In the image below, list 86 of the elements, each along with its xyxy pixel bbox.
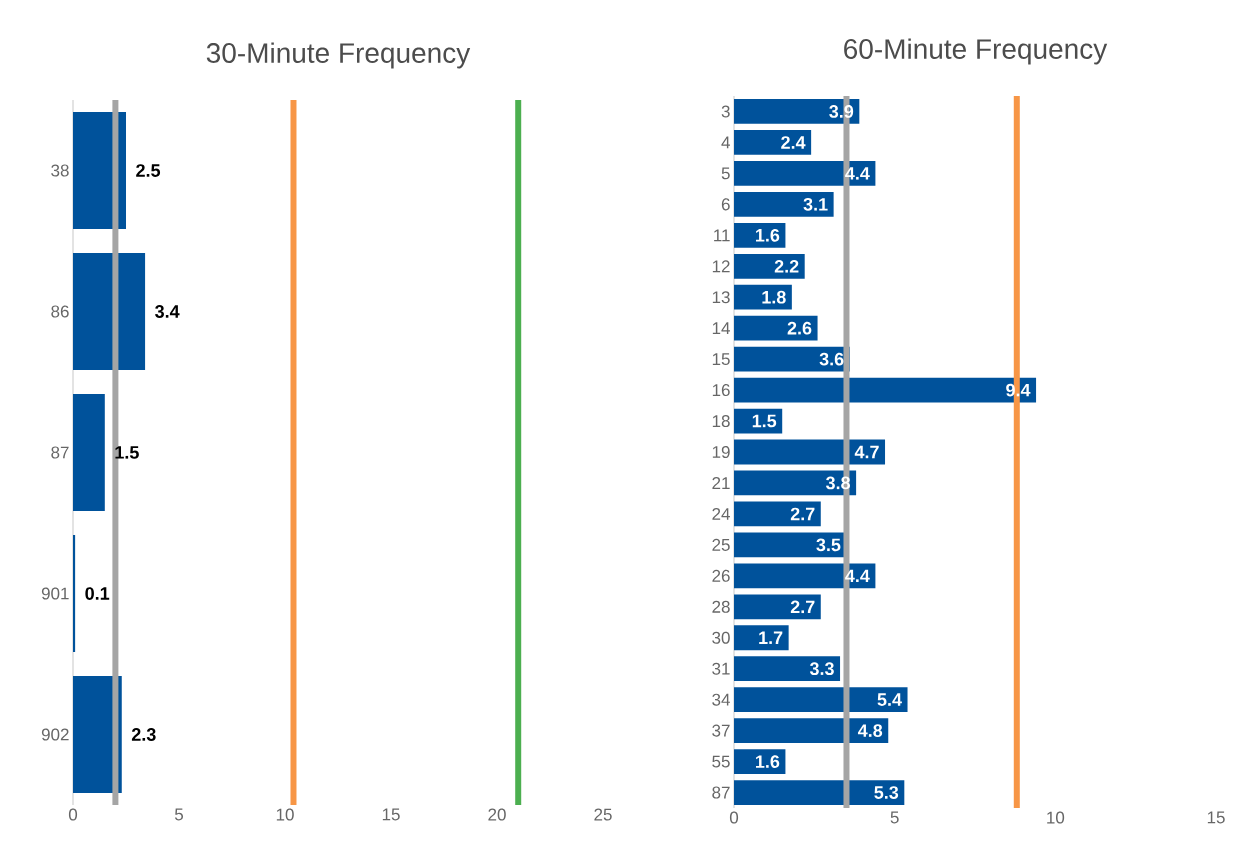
bar: [73, 534, 76, 653]
data-label: 1.5: [752, 414, 777, 428]
y-tick-label: 55: [712, 755, 730, 768]
y-tick-label: 12: [712, 260, 730, 273]
bar: [734, 377, 1037, 403]
data-label: 1.6: [756, 755, 780, 768]
y-tick-label: 13: [712, 291, 730, 304]
y-tick-label: 26: [712, 569, 730, 582]
x-tick-label: 0: [729, 811, 739, 824]
data-label: 1.5: [115, 446, 139, 459]
x-tick-label: 25: [594, 808, 612, 821]
y-tick-label: 31: [712, 662, 730, 675]
bar: [734, 656, 841, 682]
y-tick-label: 37: [712, 724, 730, 737]
bar: [734, 346, 850, 372]
y-tick-label: 30: [712, 631, 730, 644]
data-label: 2.3: [131, 728, 156, 741]
bar: [734, 191, 834, 217]
bar: [734, 99, 860, 124]
data-label: 2.4: [781, 136, 806, 149]
bar: [734, 718, 889, 743]
y-tick-label: 87: [51, 446, 69, 459]
y-tick-label: 6: [721, 198, 730, 211]
y-tick-label: 5: [721, 167, 730, 180]
bar: [73, 252, 146, 371]
x-tick-label: 10: [276, 808, 294, 821]
data-label: 1.8: [762, 290, 786, 304]
y-tick-label: 87: [712, 786, 730, 799]
bar: [734, 439, 886, 465]
y-tick-label: 24: [712, 507, 730, 520]
bar: [734, 253, 805, 279]
data-label: 1.7: [759, 631, 783, 644]
data-label: 2.7: [790, 507, 815, 521]
y-tick-label: 86: [51, 305, 69, 318]
data-label: 2.6: [787, 321, 812, 335]
y-tick-label: 3: [721, 105, 730, 118]
bar: [734, 780, 905, 805]
y-tick-label: 901: [41, 587, 69, 600]
x-tick-label: 0: [68, 808, 78, 821]
x-tick-label: 15: [382, 808, 400, 821]
data-label: 1.6: [756, 228, 780, 242]
data-label: 4.8: [857, 724, 883, 737]
y-tick-label: 21: [712, 477, 730, 489]
bar: [73, 393, 105, 512]
y-tick-label: 15: [712, 353, 730, 366]
bar: [734, 222, 786, 248]
y-tick-label: 4: [721, 136, 730, 149]
y-tick-label: 11: [714, 229, 730, 242]
y-tick-label: 34: [712, 693, 730, 706]
bar: [734, 161, 876, 186]
data-label: 3.5: [816, 538, 841, 552]
chart-title: 30-Minute Frequency: [206, 42, 471, 69]
x-tick-label: 20: [488, 808, 506, 821]
x-tick-label: 5: [890, 811, 899, 824]
bar: [734, 130, 812, 155]
bar: [734, 749, 786, 774]
x-tick-label: 15: [1207, 811, 1225, 824]
data-label: 5.4: [877, 693, 902, 706]
data-label: 2.7: [790, 600, 815, 614]
bar: [734, 501, 821, 527]
bar: [734, 315, 818, 341]
data-label: 2.5: [136, 164, 161, 177]
data-label: 3.6: [819, 352, 844, 366]
bar: [734, 284, 792, 310]
bar: [734, 563, 876, 589]
y-tick-label: 902: [41, 728, 69, 741]
x-tick-label: 10: [1047, 811, 1065, 824]
data-label: 2.2: [774, 259, 799, 273]
y-tick-label: 19: [712, 445, 730, 459]
y-tick-label: 38: [51, 164, 69, 177]
y-tick-label: 16: [712, 384, 730, 397]
data-label: 3.1: [803, 197, 828, 211]
data-label: 0.1: [85, 587, 110, 600]
y-tick-label: 18: [712, 415, 730, 428]
y-tick-label: 28: [712, 600, 730, 613]
y-tick-label: 14: [712, 322, 730, 335]
data-label: 3.3: [809, 662, 834, 676]
bar: [734, 625, 789, 651]
data-label: 3.4: [155, 305, 180, 318]
y-tick-label: 25: [712, 538, 730, 551]
x-tick-label: 5: [174, 808, 184, 821]
data-label: 5.3: [874, 786, 899, 799]
data-label: 4.7: [854, 445, 879, 459]
bar: [734, 594, 821, 620]
bar: [734, 687, 908, 713]
chart-title: 60-Minute Frequency: [844, 38, 1108, 65]
